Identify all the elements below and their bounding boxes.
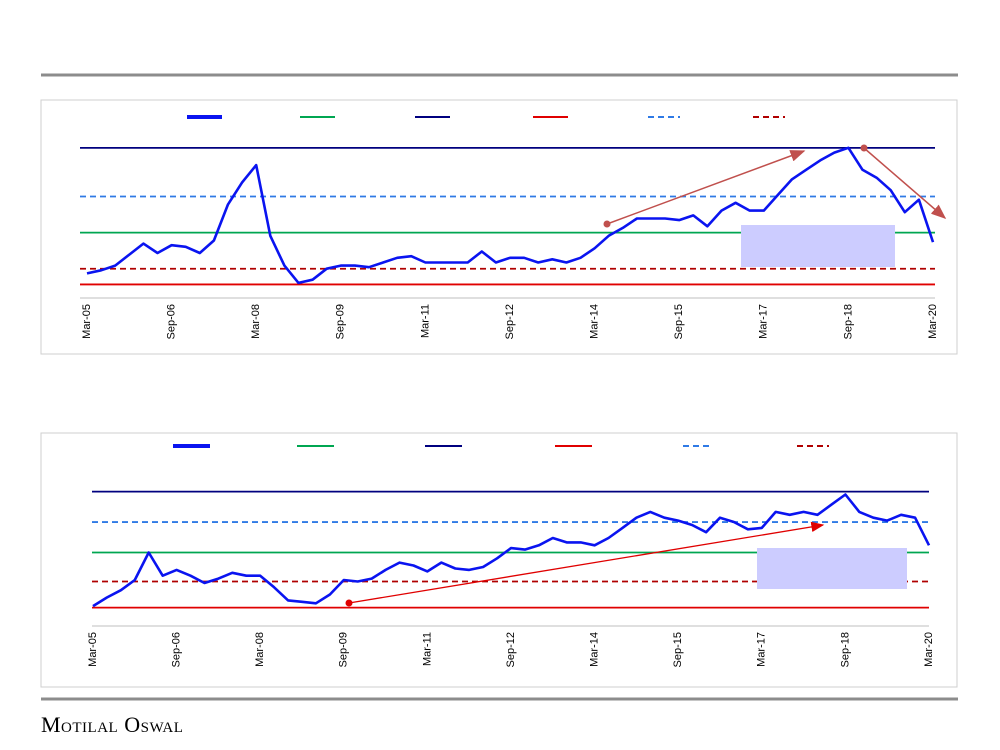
footer-brand: Motilal Oswal xyxy=(41,712,183,737)
x-tick-label: Sep-12 xyxy=(505,632,517,667)
arrow-dot xyxy=(860,144,868,152)
x-tick-label: Sep-09 xyxy=(335,304,347,339)
trend-arrow xyxy=(863,147,947,219)
x-tick-label: Sep-15 xyxy=(673,304,685,339)
x-tick-label: Sep-12 xyxy=(504,304,516,339)
x-tick-label: Sep-09 xyxy=(338,632,350,667)
x-tick-label: Mar-17 xyxy=(756,632,768,667)
x-tick-label: Mar-20 xyxy=(927,304,939,339)
x-tick-label: Mar-05 xyxy=(87,632,99,667)
x-tick-label: Sep-06 xyxy=(171,632,183,667)
highlight-box xyxy=(757,548,907,589)
x-tick-label: Sep-18 xyxy=(842,304,854,339)
x-tick-label: Mar-11 xyxy=(421,632,433,666)
x-tick-label: Mar-05 xyxy=(81,304,93,339)
trend-arrow xyxy=(348,521,825,604)
x-tick-label: Sep-18 xyxy=(839,632,851,667)
x-tick-label: Mar-14 xyxy=(589,632,601,667)
series-line xyxy=(92,493,931,608)
trend-arrow xyxy=(606,150,806,225)
x-tick-label: Mar-14 xyxy=(589,304,601,339)
arrow-dot xyxy=(603,220,611,228)
x-tick-label: Sep-15 xyxy=(672,632,684,667)
series-line xyxy=(86,146,935,285)
x-tick-label: Mar-11 xyxy=(419,304,431,338)
arrow-dot xyxy=(345,599,353,607)
x-tick-label: Mar-08 xyxy=(254,632,266,667)
x-tick-label: Mar-20 xyxy=(923,632,935,667)
x-tick-label: Sep-06 xyxy=(166,304,178,339)
x-tick-label: Mar-17 xyxy=(758,304,770,339)
x-tick-label: Mar-08 xyxy=(250,304,262,339)
highlight-box xyxy=(741,225,895,267)
